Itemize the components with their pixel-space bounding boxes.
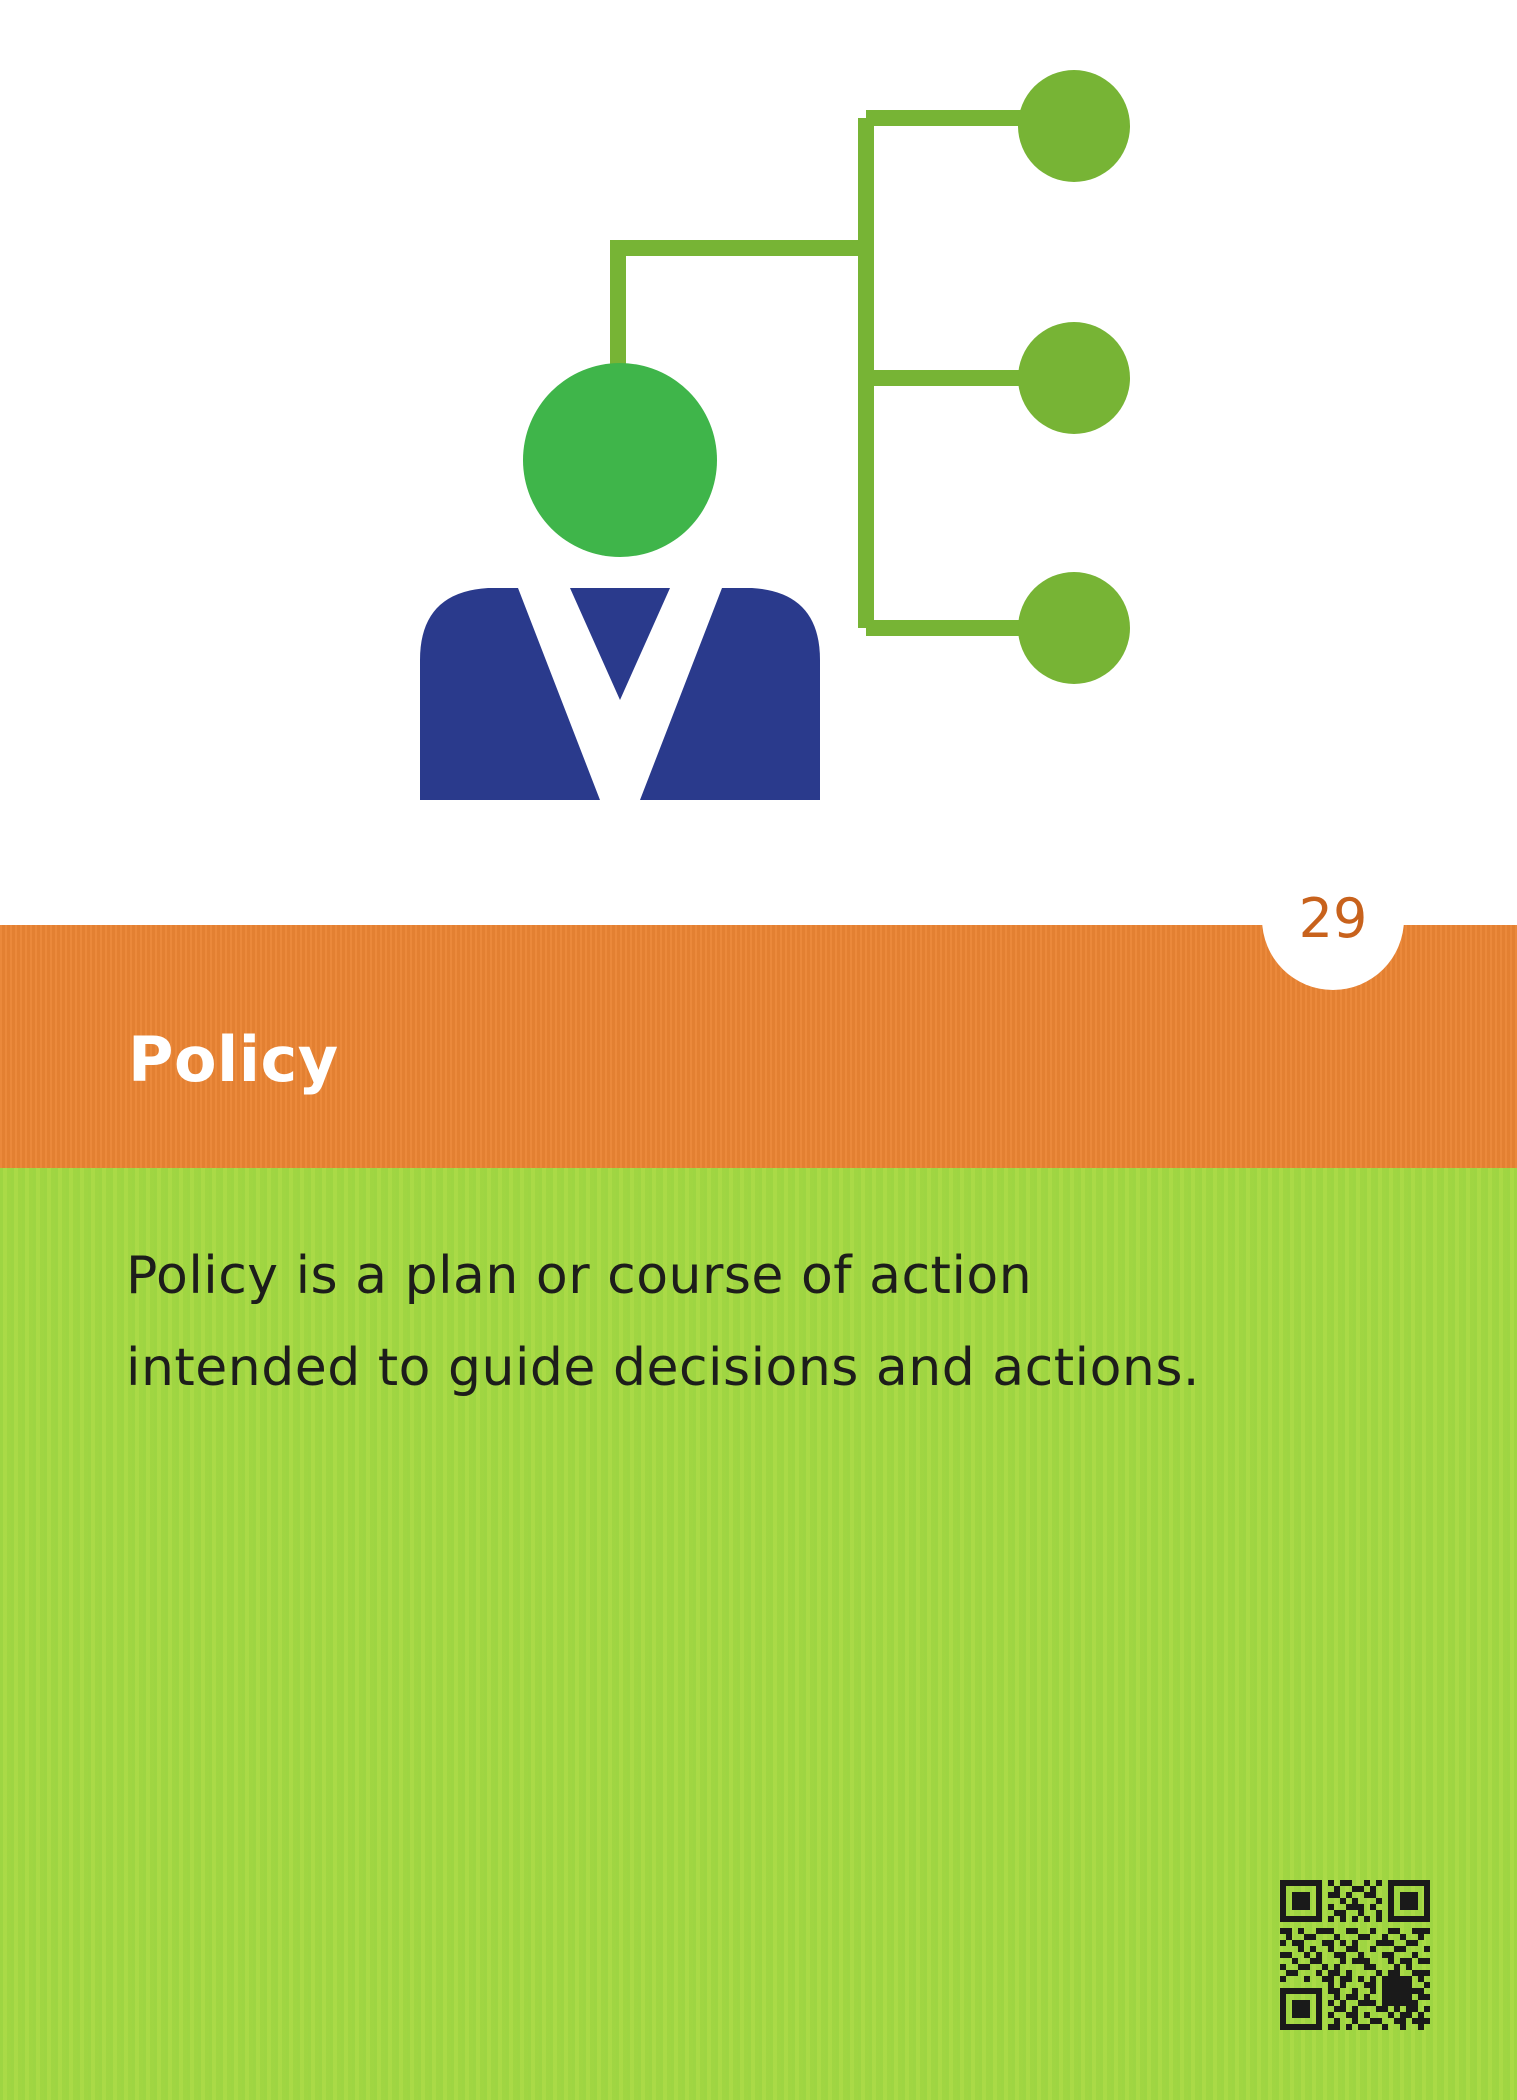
- person-collar: [518, 588, 722, 800]
- node-circle-bottom: [1018, 572, 1130, 684]
- person-hierarchy-icon: [420, 70, 1130, 800]
- person-body: [420, 588, 820, 800]
- branch-lines: [610, 110, 1050, 636]
- card-description: Policy is a plan or course of action int…: [126, 1246, 1200, 1398]
- description-panel: [0, 1168, 1517, 2100]
- card-number-badge: 29: [1262, 848, 1404, 990]
- qr-code: [1280, 1880, 1430, 2030]
- node-circle-middle: [1018, 322, 1130, 434]
- branch-line-top: [610, 240, 866, 420]
- title-band: [0, 925, 1517, 1168]
- card-title: Policy: [128, 1023, 339, 1096]
- person-head: [523, 363, 717, 557]
- icon-area: [0, 0, 1517, 925]
- card-number: 29: [1298, 887, 1368, 950]
- node-circle-top: [1018, 70, 1130, 182]
